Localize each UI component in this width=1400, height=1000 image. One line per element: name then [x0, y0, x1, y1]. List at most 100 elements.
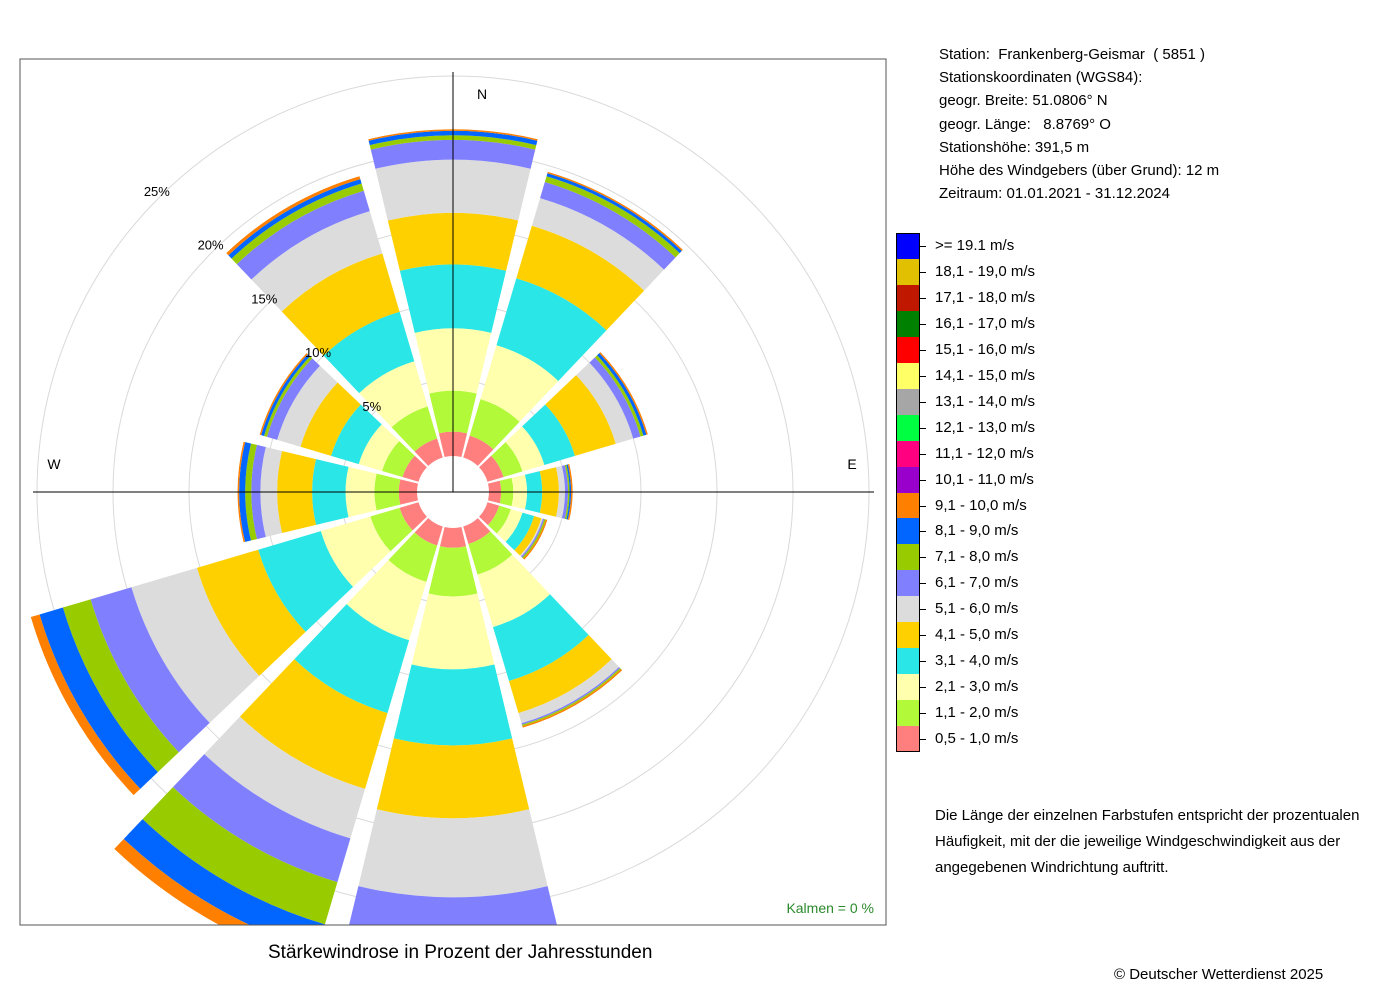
legend-label: 15,1 - 16,0 m/s [935, 340, 1036, 358]
legend-swatch [896, 518, 920, 545]
sector-segment [567, 464, 573, 520]
sector-segment [514, 516, 542, 556]
sector-segment [439, 527, 467, 548]
legend-label: 4,1 - 5,0 m/s [935, 626, 1019, 644]
legend-swatch [896, 570, 920, 597]
explanation-note: Die Länge der einzelnen Farbstufen entsp… [935, 807, 1360, 876]
sector-segment [370, 507, 413, 552]
ring-label: 10% [305, 345, 331, 360]
legend-tick [920, 661, 926, 663]
sector-segment [487, 505, 511, 534]
legend-label: 8,1 - 9,0 m/s [935, 522, 1019, 540]
legend-swatch [896, 233, 920, 259]
sector-segment [544, 176, 680, 258]
legend-tick [920, 557, 926, 559]
legend-tick [920, 375, 926, 377]
sector-segment [277, 365, 338, 447]
station-line: Stationskoordinaten (WGS84): [939, 69, 1143, 87]
legend-tick [920, 271, 926, 273]
sector-segment [123, 819, 325, 925]
sector-segment [576, 362, 634, 444]
station-line: Höhe des Windgebers (über Grund): 12 m [939, 162, 1220, 179]
legend-swatch [896, 466, 920, 493]
sector-segment [594, 355, 644, 437]
legend-tick [920, 531, 926, 533]
sector-segment [519, 518, 543, 557]
legend-swatch [896, 544, 920, 571]
sector-segment [597, 353, 647, 436]
sector-segment [402, 455, 427, 482]
sector-segment [331, 404, 382, 465]
sector-segment [566, 464, 572, 520]
sector-segment [496, 278, 607, 381]
sector-segment [505, 512, 535, 551]
legend-label: 14,1 - 15,0 m/s [935, 366, 1036, 384]
sector-segment [281, 253, 400, 356]
sector-segment [62, 599, 179, 773]
sector-segment [131, 567, 260, 723]
legend-swatch [896, 414, 920, 441]
sector-segment [428, 546, 478, 597]
sector-segment [359, 361, 428, 428]
sector-segment [522, 519, 546, 559]
station-line: geogr. Breite: 51.0806° N [939, 92, 1108, 110]
ring-label: 25% [144, 184, 170, 199]
legend-swatch [896, 284, 920, 311]
station-line: geogr. Länge: 8.8769° O [939, 115, 1111, 133]
direction-label-n: N [477, 86, 487, 102]
direction-label-e: E [847, 456, 856, 472]
legend-tick [920, 427, 926, 429]
copyright: © Deutscher Wetterdienst 2025 [1114, 966, 1324, 983]
legend-label: 12,1 - 13,0 m/s [935, 418, 1036, 436]
legend-swatch [896, 388, 920, 415]
legend-tick [920, 505, 926, 507]
sector-segment [388, 532, 438, 582]
sector-segment [30, 614, 141, 796]
sector-segment [393, 664, 513, 746]
sector-segment [477, 554, 550, 628]
sector-segment [518, 659, 620, 724]
legend-swatch [896, 674, 920, 701]
sector-segment [142, 787, 338, 925]
sector-segment [368, 130, 538, 146]
sector-segment [39, 607, 158, 789]
sector-segment [414, 438, 443, 466]
sector-segment [368, 129, 538, 141]
legend-tick [920, 479, 926, 481]
sector-segment [468, 531, 513, 575]
ring-label: 20% [198, 238, 224, 253]
station-line: Station: Frankenberg-Geismar ( 5851 ) [939, 46, 1205, 63]
ring-label: 15% [251, 291, 277, 306]
sector-segment [463, 518, 491, 545]
sector-segment [90, 587, 210, 753]
legend-label: 18,1 - 19,0 m/s [935, 262, 1036, 280]
sector-segment [564, 464, 570, 520]
legend-label: 0,5 - 1,0 m/s [935, 730, 1019, 748]
sector-segment [480, 345, 559, 422]
legend-swatch [896, 492, 920, 519]
sector-segment [196, 549, 306, 676]
legend-label: 10,1 - 11,0 m/s [935, 470, 1034, 488]
sector-segment [251, 211, 383, 312]
legend-frame [896, 233, 920, 752]
sector-segment [263, 356, 313, 437]
sector-segment [236, 190, 370, 280]
sector-segment [545, 375, 616, 456]
station-line: Zeitraum: 01.01.2021 - 31.12.2024 [939, 185, 1170, 203]
sector-segment [540, 182, 676, 270]
sector-segment [399, 502, 427, 531]
legend-tick [920, 609, 926, 611]
sector-segment [496, 509, 523, 542]
legend-tick [920, 349, 926, 351]
legend-swatch [896, 258, 920, 285]
legend-tick [920, 323, 926, 325]
wind-rose-chart: 5% 10% 15% 20% 25% N E W Kalmen = 0 % [19, 58, 887, 926]
legend-tick [920, 739, 926, 741]
station-line: Stationshöhe: 391,5 m [939, 138, 1090, 156]
sector-segment [349, 886, 557, 925]
sector-segment [346, 560, 427, 641]
sector-segment [508, 634, 612, 714]
sector-segment [294, 604, 410, 714]
sector-segment [172, 754, 351, 883]
legend-swatch [896, 648, 920, 675]
